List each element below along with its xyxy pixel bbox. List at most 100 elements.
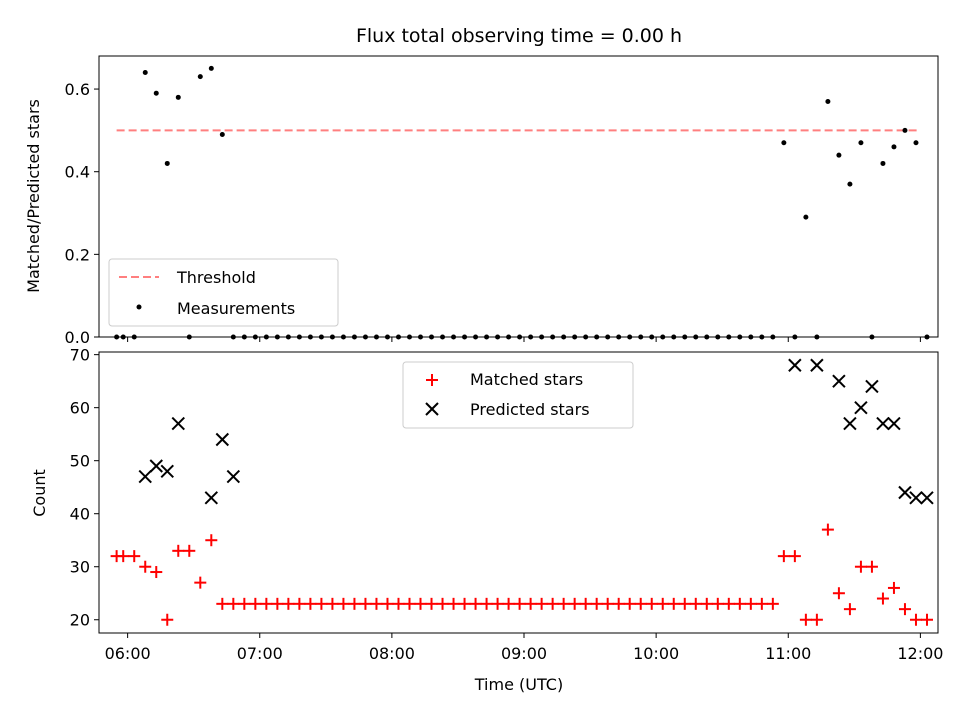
matched-star-point <box>920 613 933 626</box>
predicted-star-stroke-b <box>226 469 241 484</box>
predicted-star-point <box>920 491 934 505</box>
measurement-point <box>208 65 214 71</box>
predicted-star-stroke-b <box>865 379 879 394</box>
matched-star-point <box>788 550 801 563</box>
matched-star-point <box>403 597 416 610</box>
predicted-star-stroke-b <box>810 358 824 372</box>
bottom-panel-legend: Matched stars Predicted stars <box>402 361 634 429</box>
predicted-star-point <box>865 379 879 394</box>
matched-star-point <box>722 597 735 610</box>
bottom-ytick-label: 20 <box>70 611 90 630</box>
matched-star-point <box>898 603 911 616</box>
matched-star-point <box>887 581 900 594</box>
matched-star-point <box>513 597 526 610</box>
matched-star-point <box>733 597 746 610</box>
predicted-star-stroke-b <box>160 464 174 478</box>
matched-star-point <box>579 597 592 610</box>
matched-star-point <box>876 592 889 605</box>
matched-star-point <box>469 597 482 610</box>
matched-star-point <box>711 597 724 610</box>
predicted-star-stroke-b <box>920 491 934 505</box>
matched-star-point <box>315 597 328 610</box>
top-panel-xticks <box>127 337 921 342</box>
matched-star-point <box>304 597 317 610</box>
measurement-point <box>803 214 809 220</box>
predicted-star-stroke-b <box>843 416 857 431</box>
bottom-ytick-label: 40 <box>70 505 90 524</box>
matched-star-point <box>326 597 339 610</box>
matched-star-point <box>359 597 372 610</box>
predicted-star-point <box>876 416 890 431</box>
matched-star-point <box>546 597 559 610</box>
predicted-star-point <box>215 432 230 447</box>
measurement-point <box>902 127 908 133</box>
predicted-star-point <box>843 416 857 431</box>
top-panel: Flux total observing time = 0.00 h Match… <box>24 25 939 347</box>
predicted-star-point <box>810 358 824 372</box>
matched-star-point <box>744 597 757 610</box>
predicted-star-stroke-b <box>138 469 152 484</box>
legend-measurements-label: Measurements <box>177 299 295 318</box>
predicted-star-stroke-b <box>832 374 846 388</box>
matched-star-point <box>700 597 713 610</box>
measurement-point <box>175 94 181 100</box>
matched-star-point <box>370 597 383 610</box>
matched-star-point <box>282 597 295 610</box>
bottom-xtick-label: 09:00 <box>501 644 547 663</box>
matched-star-point <box>414 597 427 610</box>
predicted-star-stroke-b <box>215 432 230 447</box>
bottom-xtick-label: 12:00 <box>897 644 943 663</box>
matched-star-point <box>645 597 658 610</box>
matched-star-point <box>909 613 922 626</box>
matched-star-point <box>799 613 812 626</box>
measurement-point <box>891 144 897 150</box>
matched-star-point <box>216 597 229 610</box>
measurement-point <box>781 140 787 146</box>
matched-star-point <box>172 544 185 557</box>
bottom-ytick-label: 50 <box>70 452 90 471</box>
bottom-ytick-label: 70 <box>70 346 90 365</box>
measurement-point <box>197 74 203 80</box>
top-panel-legend: Threshold Measurements <box>108 258 339 327</box>
predicted-star-point <box>226 469 241 484</box>
measurement-point <box>153 90 159 96</box>
predicted-star-point <box>160 464 174 478</box>
matched-star-point <box>271 597 284 610</box>
matched-star-point <box>425 597 438 610</box>
predicted-star-point <box>204 491 219 505</box>
bottom-xtick-label: 06:00 <box>105 644 151 663</box>
matched-star-point <box>128 550 141 563</box>
bottom-panel-xlabel: Time (UTC) <box>474 675 563 694</box>
matched-star-point <box>161 613 174 626</box>
matched-star-point <box>491 597 504 610</box>
matched-star-point <box>656 597 669 610</box>
bottom-ytick-label: 60 <box>70 399 90 418</box>
top-panel-yticks: 0.0 0.2 0.4 0.6 <box>65 80 99 347</box>
matched-star-point <box>590 597 603 610</box>
predicted-star-stroke-b <box>854 400 868 415</box>
measurement-point <box>219 132 225 138</box>
matched-star-point <box>568 597 581 610</box>
predicted-star-stroke-b <box>149 459 163 473</box>
matched-star-point <box>260 597 273 610</box>
matched-star-point <box>183 544 196 557</box>
predicted-star-stroke-b <box>204 491 219 505</box>
predicted-star-point <box>909 491 923 505</box>
matched-star-point <box>205 534 218 547</box>
matched-star-point <box>810 613 823 626</box>
measurement-point <box>142 70 148 76</box>
predicted-star-point <box>171 416 185 431</box>
matched-star-point <box>337 597 350 610</box>
matched-star-point <box>678 597 691 610</box>
matched-star-point <box>249 597 262 610</box>
predicted-star-point <box>138 469 152 484</box>
matched-star-point <box>502 597 515 610</box>
matched-star-point <box>854 560 867 573</box>
matched-star-point <box>821 523 834 536</box>
predicted-star-point <box>149 459 163 473</box>
matched-star-point <box>381 597 394 610</box>
matched-star-point <box>458 597 471 610</box>
matched-star-point <box>557 597 570 610</box>
bottom-panel-frame <box>98 351 939 634</box>
